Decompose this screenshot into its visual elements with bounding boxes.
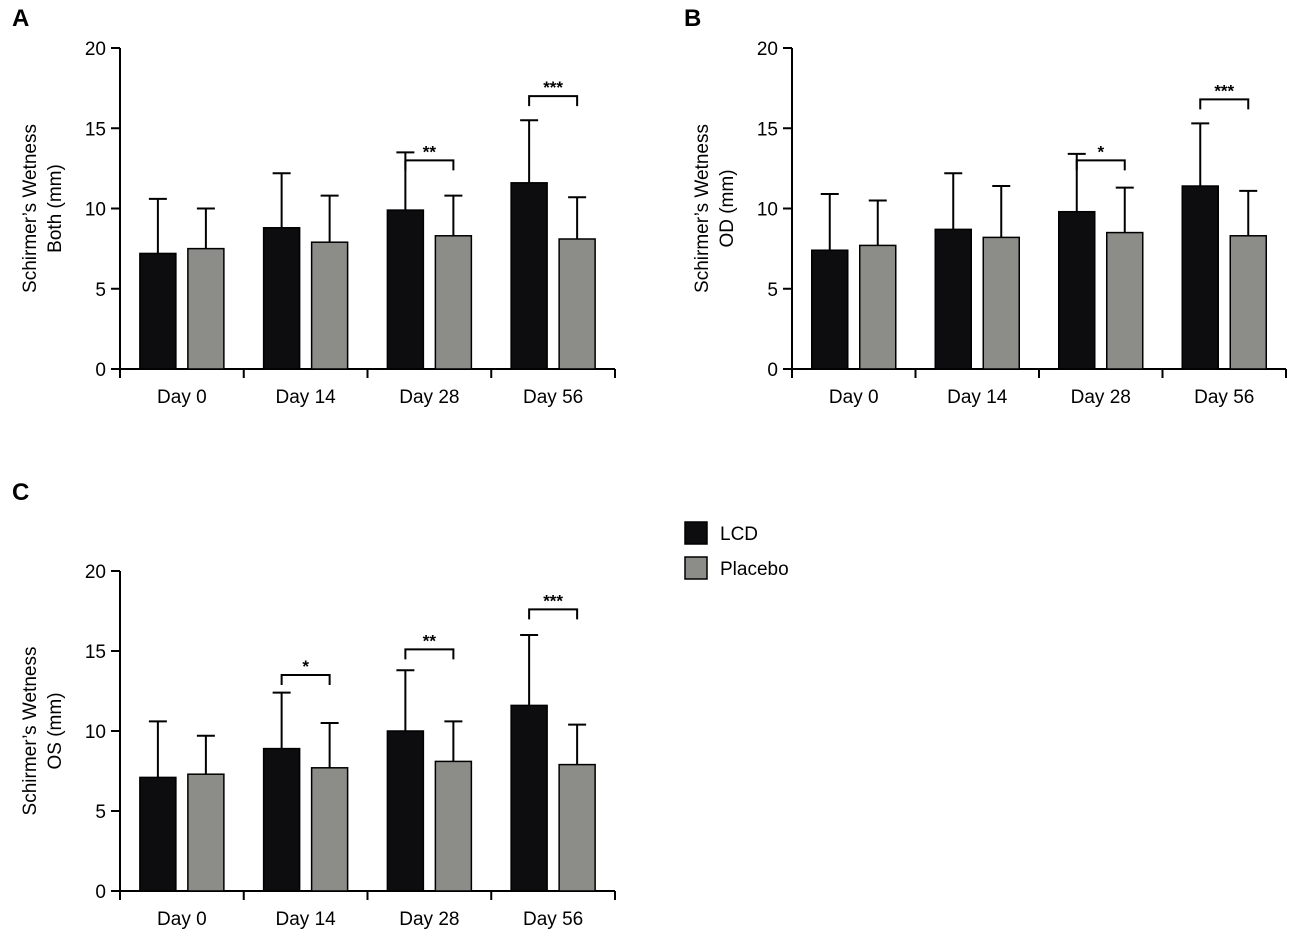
bar-placebo	[1229, 235, 1267, 370]
significance-label: *	[1097, 142, 1104, 161]
x-category-label: Day 28	[1071, 387, 1131, 408]
y-tick-label: 20	[85, 39, 106, 60]
y-tick-label: 5	[767, 280, 778, 301]
significance-label: *	[302, 657, 309, 676]
bar-placebo	[434, 235, 473, 370]
panel-letter: A	[12, 5, 29, 32]
bar-lcd	[811, 249, 849, 370]
x-category-label: Day 56	[523, 387, 583, 408]
significance-bracket	[528, 608, 579, 620]
bar-placebo	[310, 767, 349, 892]
x-category-label: Day 28	[399, 387, 459, 408]
y-tick-label: 0	[95, 360, 106, 381]
bar-lcd	[139, 776, 177, 892]
y-tick-label: 15	[85, 119, 106, 140]
x-category-label: Day 14	[276, 387, 337, 408]
y-axis-label: OD (mm)	[717, 169, 738, 247]
x-category-label: Day 0	[157, 909, 207, 930]
significance-bracket	[280, 674, 331, 685]
significance-label: **	[423, 631, 437, 650]
bar-lcd	[139, 252, 177, 370]
x-category-label: Day 56	[1194, 387, 1254, 408]
bar-lcd	[262, 227, 301, 370]
bar-placebo	[187, 773, 225, 892]
y-axis-label: Schirmer’s Wetness	[692, 124, 713, 293]
panel-c: C 0 5 10 15 20 Schirmer’s Wetness OS (mm) Day 0 D…	[12, 479, 616, 930]
bar-placebo	[1106, 231, 1144, 370]
bar-lcd	[386, 730, 425, 892]
panel-a: A 0 5 10 15 20 Schirmer’s Wetness Both (mm) Day …	[12, 5, 616, 408]
y-tick-label: 10	[85, 722, 106, 743]
y-tick-label: 10	[85, 200, 106, 221]
bar-lcd	[1181, 185, 1219, 370]
y-tick-label: 0	[767, 360, 778, 381]
y-axis-label: OS (mm)	[45, 692, 66, 769]
significance-label: ***	[543, 78, 563, 97]
bar-lcd	[386, 209, 425, 370]
legend-label-lcd: LCD	[720, 524, 758, 545]
y-axis-label: Schirmer’s Wetness	[20, 647, 41, 816]
y-tick-label: 0	[95, 882, 106, 903]
bar-lcd	[1058, 210, 1096, 370]
bar-placebo	[558, 763, 596, 892]
significance-bracket	[1199, 98, 1250, 110]
x-category-label: Day 14	[947, 387, 1008, 408]
bar-placebo	[187, 247, 225, 370]
significance-label: ***	[543, 591, 563, 610]
bar-placebo	[310, 241, 349, 370]
significance-bracket	[404, 648, 455, 660]
panel-b: B 0 5 10 15 20 Schirmer’s Wetness OD (mm) Day 0 D…	[684, 5, 1287, 408]
bar-lcd	[510, 182, 548, 370]
x-category-label: Day 0	[157, 387, 207, 408]
bar-lcd	[510, 704, 548, 892]
significance-label: ***	[1214, 81, 1234, 100]
bar-lcd	[262, 747, 301, 892]
legend-label-placebo: Placebo	[720, 559, 789, 580]
y-tick-label: 20	[85, 562, 106, 583]
bar-lcd	[934, 228, 972, 370]
significance-bracket	[1075, 159, 1126, 171]
y-tick-label: 5	[95, 802, 106, 823]
y-tick-label: 15	[85, 642, 106, 663]
legend: LCD Placebo	[684, 521, 789, 580]
bar-placebo	[982, 236, 1020, 370]
legend-swatch-placebo	[684, 556, 708, 580]
y-tick-label: 10	[757, 200, 778, 221]
x-category-label: Day 56	[523, 909, 583, 930]
x-category-label: Day 0	[829, 387, 879, 408]
bar-placebo	[558, 238, 596, 370]
legend-swatch-lcd	[684, 521, 708, 545]
panel-letter: B	[684, 5, 701, 32]
y-axis-label: Both (mm)	[45, 164, 66, 253]
significance-bracket	[404, 159, 455, 171]
y-tick-label: 15	[757, 119, 778, 140]
x-category-label: Day 14	[276, 909, 337, 930]
y-axis-label: Schirmer’s Wetness	[20, 124, 41, 293]
panel-letter: C	[12, 479, 29, 506]
y-tick-label: 20	[757, 39, 778, 60]
bar-placebo	[434, 760, 473, 892]
significance-label: **	[423, 142, 437, 161]
y-tick-label: 5	[95, 280, 106, 301]
x-category-label: Day 28	[399, 909, 459, 930]
significance-bracket	[528, 95, 579, 107]
bar-placebo	[859, 244, 897, 370]
